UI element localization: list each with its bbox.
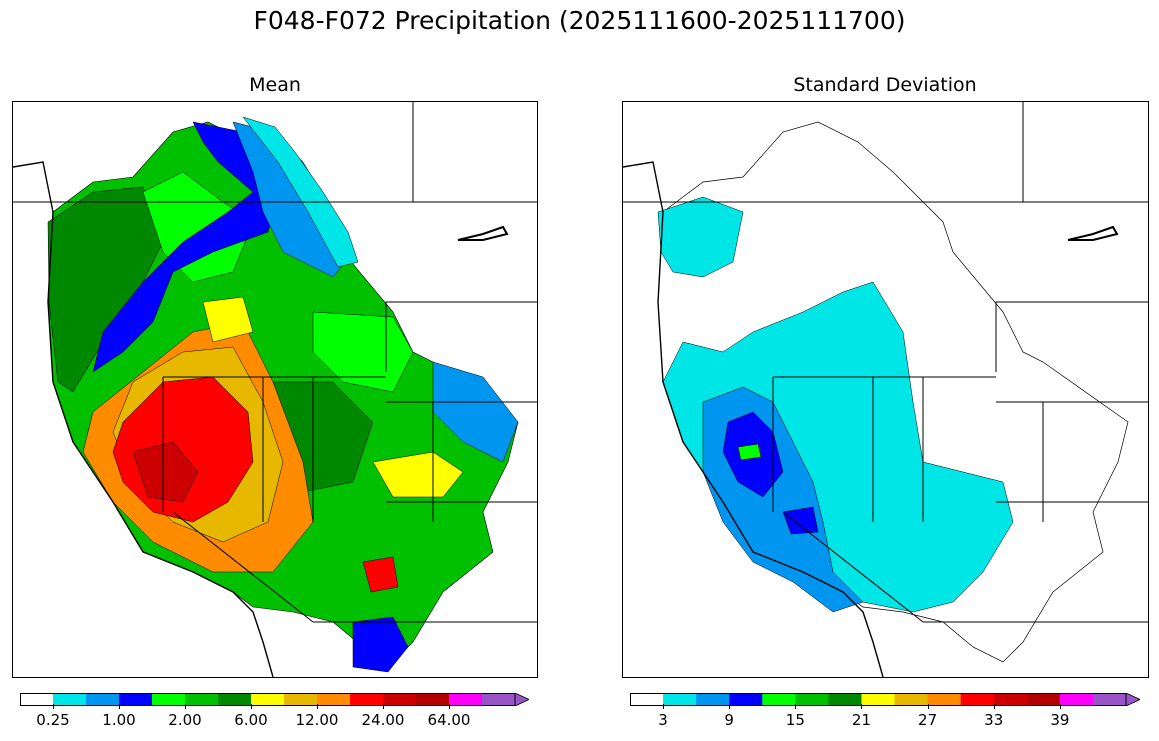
std-map-svg xyxy=(623,102,1148,677)
colorbar-segment xyxy=(119,693,153,706)
colorbar-tick-label: 21 xyxy=(851,711,871,729)
colorbar-tick-mark xyxy=(927,704,929,709)
colorbar-extend-arrow xyxy=(514,692,530,707)
mean-darkred-core xyxy=(132,441,199,503)
mean-lake-icon xyxy=(457,225,509,241)
colorbar-tick-label: 3 xyxy=(658,711,668,729)
std-state-borders xyxy=(623,102,1148,623)
colorbar-segment xyxy=(663,693,697,706)
colorbar-segment xyxy=(152,693,186,706)
std-lake-icon xyxy=(1067,225,1119,241)
colorbar-segment xyxy=(251,693,285,706)
mean-yellow-patch-b xyxy=(202,296,254,343)
colorbar-tick-mark xyxy=(317,704,318,709)
colorbar-tick-mark xyxy=(383,704,384,709)
colorbar-tick-label: 2.00 xyxy=(168,711,202,729)
colorbar-border xyxy=(20,693,516,706)
colorbar-tick-mark xyxy=(993,704,995,709)
colorbar-segment xyxy=(482,693,516,706)
colorbar-tick-label: 24.00 xyxy=(361,711,405,729)
mean-panel-title: Mean xyxy=(249,74,301,96)
colorbar-tick-mark xyxy=(251,704,252,709)
colorbar-tick-label: 33 xyxy=(984,711,1004,729)
colorbar-tick-mark xyxy=(119,704,120,709)
figure-title: F048-F072 Precipitation (2025111600-2025… xyxy=(253,6,906,35)
colorbar-tick-mark xyxy=(663,704,665,709)
std-cyan-north xyxy=(657,196,744,278)
colorbar-segment xyxy=(20,693,54,706)
colorbar-segment xyxy=(696,693,730,706)
colorbar-tick-label: 15 xyxy=(785,711,805,729)
std-colorbar-svg xyxy=(630,692,1141,707)
colorbar-border xyxy=(630,693,1127,706)
colorbar-segment xyxy=(960,693,995,706)
colorbar-segment xyxy=(894,693,929,706)
colorbar-segment xyxy=(317,693,351,706)
colorbar-tick-label: 27 xyxy=(918,711,938,729)
mean-map-svg xyxy=(13,102,537,677)
colorbar-segment xyxy=(828,693,862,706)
colorbar-segment xyxy=(1026,693,1061,706)
colorbar-segment xyxy=(53,693,87,706)
colorbar-segment xyxy=(630,693,664,706)
colorbar-segment xyxy=(729,693,763,706)
mean-brightgreen-east xyxy=(312,311,414,393)
mean-cyan-north xyxy=(242,116,359,268)
colorbar-segment xyxy=(993,693,1028,706)
colorbar-segment xyxy=(861,693,896,706)
colorbar-segment xyxy=(218,693,252,706)
std-map xyxy=(622,101,1149,678)
colorbar-tick-label: 39 xyxy=(1050,711,1070,729)
colorbar-tick-mark xyxy=(861,704,863,709)
colorbar-tick-label: 1.00 xyxy=(102,711,136,729)
std-coastline xyxy=(623,161,884,677)
colorbar-segment xyxy=(762,693,796,706)
colorbar-segment xyxy=(449,693,483,706)
colorbar-tick-label: 64.00 xyxy=(427,711,471,729)
colorbar-segment xyxy=(350,693,384,706)
colorbar-tick-label: 6.00 xyxy=(234,711,268,729)
mean-red-south xyxy=(362,556,399,593)
mean-yellow-patch-a xyxy=(372,451,464,498)
colorbar-tick-mark xyxy=(53,704,54,709)
colorbar-tick-mark xyxy=(185,704,186,709)
mean-coastline xyxy=(13,161,274,677)
colorbar-tick-mark xyxy=(795,704,797,709)
colorbar-segment xyxy=(1059,693,1094,706)
std-green-spot xyxy=(737,443,762,461)
colorbar-tick-label: 9 xyxy=(724,711,734,729)
colorbar-tick-mark xyxy=(729,704,731,709)
colorbar-segment xyxy=(795,693,829,706)
std-panel-title: Standard Deviation xyxy=(793,74,977,96)
colorbar-tick-mark xyxy=(449,704,450,709)
colorbar-segment xyxy=(284,693,318,706)
colorbar-tick-mark xyxy=(1059,704,1061,709)
mean-blue-south xyxy=(352,616,409,673)
mean-map xyxy=(12,101,538,678)
mean-colorbar xyxy=(20,691,530,707)
std-colorbar xyxy=(630,691,1141,707)
colorbar-segment xyxy=(927,693,962,706)
colorbar-segment xyxy=(86,693,120,706)
colorbar-tick-label: 12.00 xyxy=(295,711,339,729)
colorbar-segment xyxy=(185,693,219,706)
colorbar-segment xyxy=(1092,693,1127,706)
std-blue-south xyxy=(782,506,819,535)
colorbar-extend-arrow xyxy=(1125,692,1141,707)
colorbar-segment xyxy=(383,693,417,706)
mean-state-borders xyxy=(13,102,537,623)
colorbar-tick-label: 0.25 xyxy=(36,711,70,729)
mean-colorbar-svg xyxy=(20,692,530,707)
colorbar-segment xyxy=(416,693,450,706)
